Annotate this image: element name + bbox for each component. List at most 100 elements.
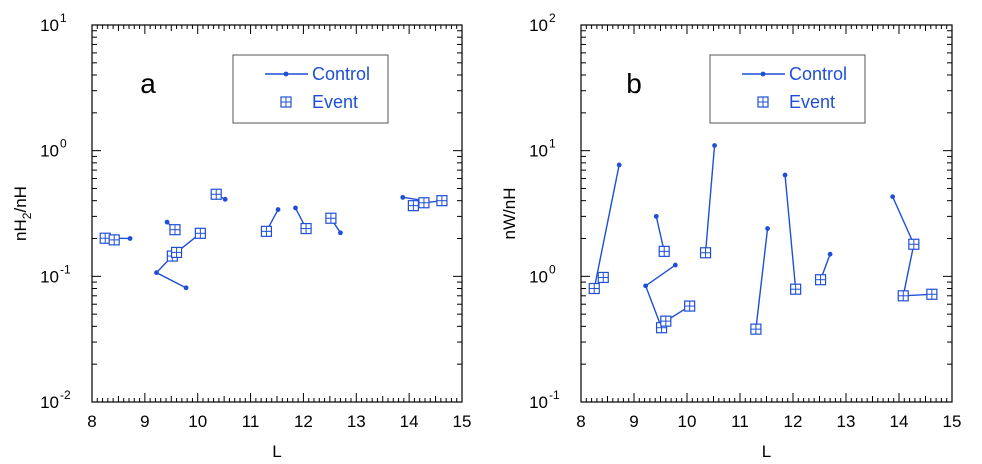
legend-control-marker bbox=[760, 71, 766, 77]
event-point bbox=[790, 283, 802, 295]
panel-label: b bbox=[626, 68, 642, 99]
data-group-7 bbox=[890, 194, 938, 302]
y-axis-title-main: nW/nH bbox=[500, 188, 519, 240]
x-tick-label: 11 bbox=[731, 412, 749, 431]
control-point bbox=[293, 205, 298, 211]
control-point bbox=[616, 162, 622, 168]
event-point bbox=[325, 212, 337, 224]
event-point bbox=[588, 282, 600, 295]
y-tick-label-base: 10 bbox=[40, 142, 59, 161]
event-point bbox=[897, 290, 909, 302]
legend-event-label: Event bbox=[312, 92, 358, 112]
legend-box bbox=[232, 54, 389, 124]
x-tick-label: 8 bbox=[576, 412, 585, 431]
y-axis-title-rest: /nH bbox=[11, 186, 30, 212]
legend-control-marker bbox=[283, 71, 289, 77]
y-tick-label-base: 10 bbox=[529, 393, 548, 412]
event-point bbox=[750, 323, 762, 335]
y-tick-label-base: 10 bbox=[40, 393, 59, 412]
data-group-4 bbox=[260, 207, 281, 237]
control-point bbox=[154, 270, 159, 276]
event-point bbox=[418, 197, 430, 209]
x-axis-title: L bbox=[762, 442, 771, 461]
x-tick-label: 10 bbox=[678, 412, 697, 431]
data-group-6 bbox=[814, 251, 833, 286]
control-point bbox=[275, 207, 281, 212]
event-point bbox=[814, 274, 827, 286]
y-tick-label-base: 10 bbox=[529, 267, 548, 286]
data-group-6 bbox=[325, 212, 343, 236]
series-line bbox=[892, 196, 932, 297]
x-tick-label: 13 bbox=[347, 412, 366, 431]
y-tick-label-exp: 2 bbox=[549, 11, 556, 25]
panel-label: a bbox=[140, 68, 156, 99]
control-point bbox=[183, 285, 189, 291]
x-tick-label: 13 bbox=[837, 412, 856, 431]
data-group-0 bbox=[588, 162, 622, 295]
series-line bbox=[784, 174, 797, 290]
event-point bbox=[108, 234, 120, 246]
y-tick-label-exp: 1 bbox=[549, 137, 556, 151]
series-line bbox=[704, 145, 716, 253]
event-point bbox=[658, 245, 670, 257]
y-tick-label-base: 10 bbox=[529, 16, 548, 35]
control-point bbox=[890, 194, 896, 200]
data-group-5 bbox=[293, 205, 312, 235]
series-line bbox=[155, 232, 201, 289]
control-point bbox=[338, 230, 343, 236]
series-line bbox=[593, 164, 620, 289]
series-line bbox=[755, 228, 769, 330]
legend-box bbox=[709, 54, 866, 124]
control-point bbox=[222, 196, 228, 202]
event-point bbox=[926, 288, 938, 300]
y-tick-label-exp: 0 bbox=[549, 262, 556, 276]
y-tick-label-exp: 0 bbox=[60, 137, 67, 151]
y-axis-title: nH2/nH bbox=[11, 186, 34, 241]
y-tick-label-exp: 1 bbox=[60, 11, 67, 25]
data-group-3 bbox=[699, 143, 717, 259]
legend-control-label: Control bbox=[789, 64, 847, 84]
control-point bbox=[765, 226, 770, 231]
event-point bbox=[170, 246, 183, 259]
legend-control-label: Control bbox=[312, 64, 370, 84]
event-point bbox=[684, 300, 696, 312]
legend-event-marker bbox=[280, 96, 292, 108]
event-point bbox=[300, 222, 312, 235]
data-group-1 bbox=[164, 219, 181, 236]
x-tick-label: 15 bbox=[943, 412, 962, 431]
x-tick-label: 10 bbox=[188, 412, 207, 431]
data-group-2 bbox=[643, 262, 696, 334]
control-point bbox=[653, 213, 659, 219]
y-axis-title: nW/nH bbox=[500, 188, 519, 240]
legend: Control Event bbox=[232, 54, 389, 124]
x-tick-label: 11 bbox=[242, 412, 260, 431]
control-point bbox=[827, 251, 833, 257]
control-point bbox=[643, 283, 649, 289]
data-group-5 bbox=[782, 172, 802, 295]
event-point bbox=[407, 200, 419, 212]
x-tick-label: 14 bbox=[400, 412, 419, 431]
event-point bbox=[660, 315, 672, 327]
event-point bbox=[260, 225, 273, 237]
y-axis-title-subscript: 2 bbox=[20, 212, 34, 219]
x-tick-label: 9 bbox=[140, 412, 149, 431]
event-point bbox=[210, 188, 222, 200]
event-point bbox=[908, 238, 920, 250]
data-group-4 bbox=[750, 226, 770, 335]
event-point bbox=[699, 247, 712, 259]
legend: Control Event bbox=[709, 54, 866, 124]
control-point bbox=[712, 143, 717, 148]
control-point bbox=[127, 236, 133, 241]
x-tick-label: 8 bbox=[87, 412, 96, 431]
data-group-2 bbox=[154, 227, 206, 291]
control-point bbox=[164, 219, 170, 225]
data-group-0 bbox=[99, 232, 133, 246]
y-tick-label-exp: -2 bbox=[60, 388, 71, 402]
y-tick-label-base: 10 bbox=[529, 142, 548, 161]
y-tick-label-base: 10 bbox=[40, 16, 59, 35]
event-point bbox=[169, 224, 181, 236]
legend-event-label: Event bbox=[789, 92, 835, 112]
data-group-7 bbox=[400, 194, 448, 212]
